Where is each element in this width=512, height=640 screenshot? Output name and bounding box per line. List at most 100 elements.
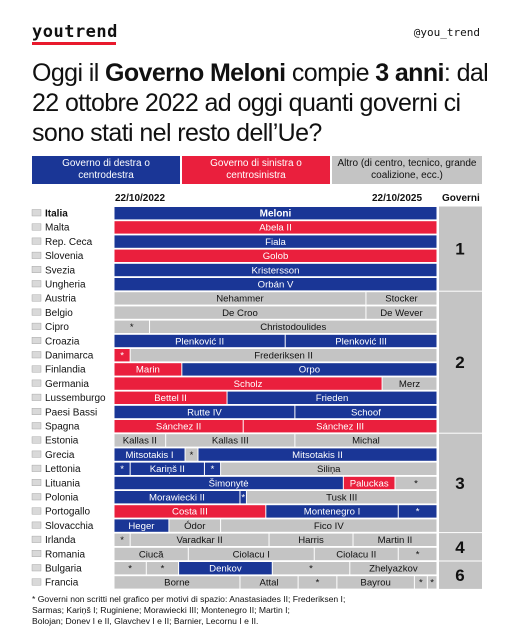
gov-bar [146, 562, 179, 575]
gov-bar [343, 476, 395, 490]
gov-label: Ódor [184, 521, 206, 532]
country-label: Grecia [45, 450, 75, 461]
gov-bar [188, 547, 314, 561]
gov-label: * [241, 493, 245, 504]
gov-label: Scholz [234, 379, 263, 390]
gov-label: Ciucă [139, 549, 164, 560]
gov-label: Stocker [385, 294, 418, 305]
legend-left-label: Governo di sinistra o centrosinistra [210, 158, 302, 181]
gov-label: Sánchez II [156, 422, 201, 433]
flag-icon [31, 237, 42, 245]
flag-icon [31, 308, 42, 316]
gov-bar [227, 391, 437, 404]
gov-bar [114, 292, 366, 305]
country-label: Spagna [45, 422, 80, 433]
flag-icon [31, 379, 42, 387]
gov-bar [179, 562, 272, 575]
gov-bar [114, 334, 285, 348]
gov-label: Orbán V [258, 280, 294, 291]
gov-bar [353, 533, 437, 546]
flag-icon [31, 266, 42, 273]
gov-bar [150, 320, 437, 333]
gov-bar [221, 462, 437, 475]
gov-bar [114, 576, 240, 589]
group-bg [439, 291, 482, 433]
flag-icon [31, 422, 42, 430]
flag-icon [31, 280, 42, 288]
gov-label: Denkov [209, 564, 242, 575]
gov-bar [114, 405, 295, 419]
gov-bar [114, 476, 343, 490]
gov-bar [246, 491, 437, 504]
country-label: Danimarca [45, 351, 94, 362]
x-start-label: 22/10/2022 [115, 193, 166, 204]
gov-label: * [120, 464, 124, 475]
gov-label: * [120, 535, 124, 546]
flag-icon [31, 564, 42, 572]
country-label: Cipro [45, 322, 69, 333]
gov-bar [398, 505, 437, 518]
country-label: Croazia [45, 336, 80, 347]
gov-bar [204, 462, 221, 475]
gov-label: Mitsotakis II [292, 450, 343, 461]
gov-bar [427, 576, 437, 589]
gov-label: Bettel II [154, 393, 187, 404]
flag-icon [31, 507, 42, 515]
gov-label: * [316, 578, 320, 589]
gov-label: Kristersson [252, 265, 300, 276]
gov-bar [114, 533, 130, 546]
title-bold-2: 3 anni [375, 59, 444, 87]
gov-bar [114, 207, 437, 220]
gov-bar [114, 235, 437, 248]
title-part-3: : dal 22 ottobre 2022 ad oggi quanti gov… [32, 59, 489, 147]
flag-icon [31, 209, 42, 217]
group-bg [439, 533, 482, 561]
group-count: 2 [455, 353, 464, 372]
page-title: Oggi il Governo Meloni compie 3 anni: da… [32, 58, 502, 148]
logo-underline [32, 42, 116, 45]
gov-bar [295, 405, 437, 419]
country-label: Irlanda [45, 535, 76, 546]
gov-label: * [416, 549, 420, 560]
flag-icon [31, 521, 42, 529]
gov-bar [114, 519, 169, 532]
gov-bar [414, 576, 427, 589]
gov-label: Zhelyazkov [369, 564, 418, 575]
gov-label: * [309, 564, 313, 575]
footnote-line-1: * Governi non scritti nel grafico per mo… [32, 594, 346, 604]
youtrend-logo: youtrend [32, 22, 118, 42]
gov-bar [185, 448, 198, 461]
gov-label: * [130, 322, 134, 333]
gov-label: Fico IV [314, 521, 344, 532]
handle-label: @you_trend [413, 26, 480, 39]
country-label: Portogallo [45, 507, 90, 518]
gov-label: Golob [263, 251, 289, 262]
flag-icon [31, 450, 42, 458]
flag-icon [31, 550, 42, 557]
gov-label: * [161, 564, 165, 575]
gov-bar [198, 448, 437, 461]
flag-icon [31, 251, 42, 259]
legend-left: Governo di sinistra o centrosinistra [182, 156, 330, 184]
country-label: Lussemburgo [45, 393, 106, 404]
gov-label: Borne [164, 578, 190, 589]
gov-bar [114, 462, 130, 475]
gov-label: Martin II [378, 535, 413, 546]
gov-bar [337, 576, 414, 589]
gov-label: * [120, 351, 124, 362]
flag-icon [31, 351, 42, 359]
gov-bar [169, 519, 221, 532]
gov-bar [298, 576, 337, 589]
gov-label: Attal [259, 578, 278, 589]
gov-label: * [419, 578, 423, 589]
flag-icon [31, 337, 42, 344]
country-label: Slovenia [45, 251, 84, 262]
gov-label: Frieden [316, 393, 349, 404]
gov-bar [350, 562, 437, 575]
gov-bar [182, 363, 437, 376]
gov-bar [114, 491, 240, 504]
country-label: Slovacchia [45, 521, 94, 532]
gov-label: Plenković II [175, 336, 224, 347]
gov-bar [221, 519, 437, 532]
